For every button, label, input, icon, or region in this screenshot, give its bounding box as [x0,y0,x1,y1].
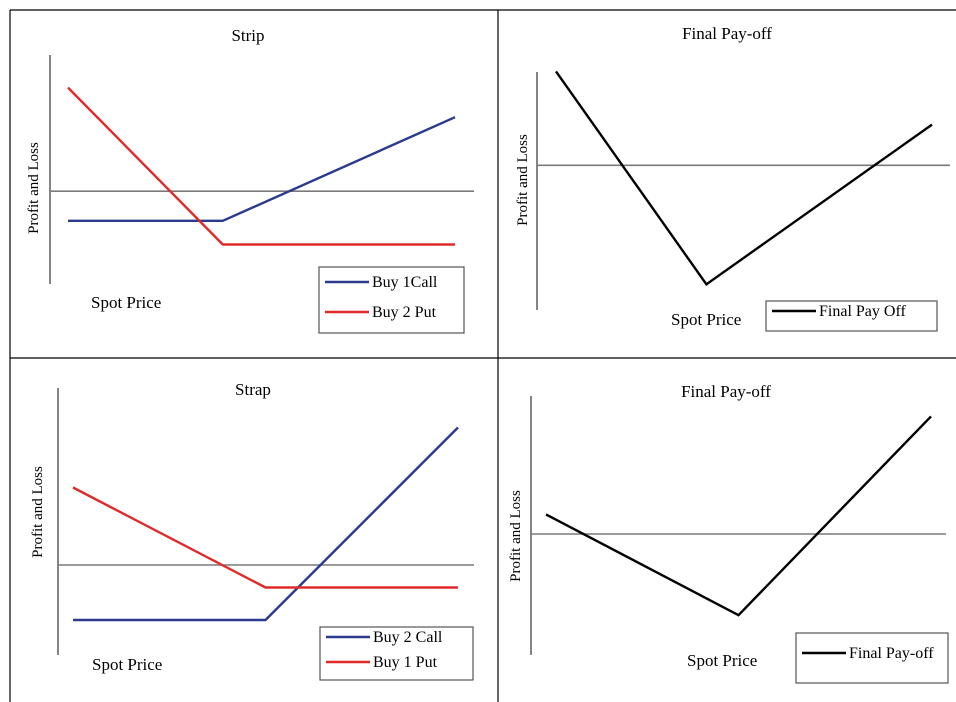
x-axis-label: Spot Price [687,651,757,670]
series-line-2 [72,486,458,589]
y-axis-label: Profit and Loss [26,142,42,234]
y-axis-label: Profit and Loss [515,134,531,226]
chart-panel-2: Final Pay-off Profit and Loss Spot Price Fi… [515,24,950,332]
y-axis-label: Profit and Loss [30,466,46,558]
legend: Buy 2 Call Buy 1 Put [319,626,474,681]
series-line-1 [68,116,456,223]
series-line-1 [555,70,933,286]
x-axis-label: Spot Price [91,293,161,312]
chart-title: Final Pay-off [681,382,771,401]
legend-label: Buy 1 Put [373,654,438,671]
chart-panel-3: Strap Profit and Loss Spot Price Buy 2 Call… [30,380,474,681]
series-line-1 [545,415,932,617]
panel-grid-frame [9,9,956,702]
series-line-1 [73,426,459,622]
legend-label: Buy 2 Put [372,304,437,321]
legend: Buy 1Call Buy 2 Put [318,266,465,334]
chart-title: Strap [235,380,271,399]
x-axis-label: Spot Price [671,310,741,329]
series-line-2 [67,86,455,246]
legend-box [318,266,465,334]
chart-panel-4: Final Pay-off Profit and Loss Spot Price Fi… [508,382,949,684]
legend-label: Buy 1Call [372,274,438,291]
x-axis-label: Spot Price [92,655,162,674]
legend-box [795,632,949,684]
legend: Final Pay Off [765,300,938,332]
chart-title: Final Pay-off [682,24,772,43]
legend-label: Final Pay Off [819,303,906,320]
legend-label: Final Pay-off [849,645,934,662]
y-axis-label: Profit and Loss [508,490,524,582]
legend: Final Pay-off [795,632,949,684]
chart-title: Strip [231,26,264,45]
legend-label: Buy 2 Call [373,629,443,646]
legend-box [765,300,938,332]
